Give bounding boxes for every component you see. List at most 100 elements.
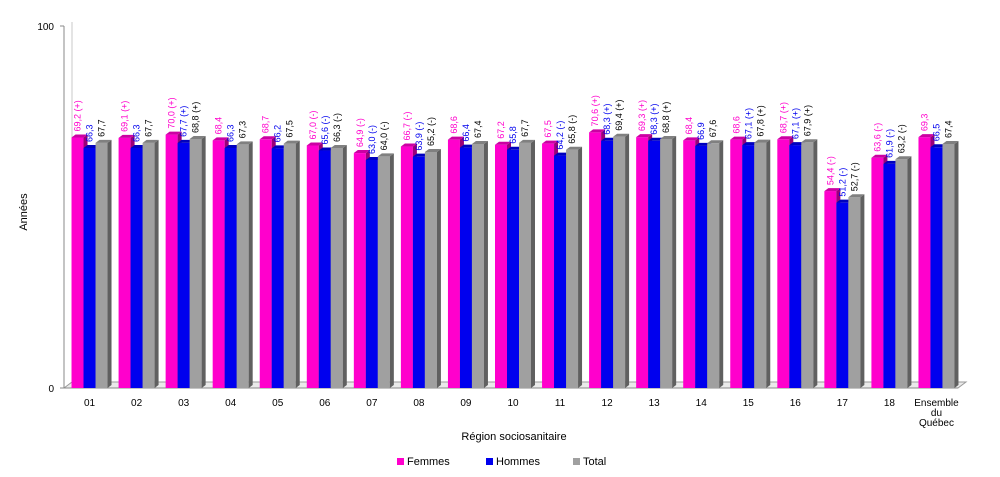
bar-side: [389, 153, 394, 388]
x-tick-label: 14: [696, 398, 708, 409]
bar-hommes: [695, 145, 708, 388]
bar-top: [495, 141, 511, 145]
bar-top: [330, 144, 347, 148]
data-label: 70,6 (+): [590, 95, 600, 126]
data-label: 66,3 (-): [332, 113, 342, 142]
bar-top: [660, 135, 677, 139]
bar-top: [683, 137, 700, 141]
bar-total: [95, 142, 108, 388]
bar-side: [578, 146, 583, 388]
data-label: 68,8 (+): [661, 102, 671, 133]
bar-top: [801, 139, 818, 143]
x-tick-label: 18: [884, 398, 896, 409]
data-label: 67,4: [473, 120, 483, 138]
x-tick-label: 03: [178, 398, 190, 409]
bar-total: [189, 138, 202, 388]
y-tick-label: 0: [48, 384, 54, 395]
legend-swatch: [573, 458, 580, 465]
bar-total: [424, 151, 437, 388]
x-tick-label: 06: [319, 398, 331, 409]
bar-femmes: [495, 144, 507, 388]
bar-top: [471, 141, 488, 145]
data-label: 66,2: [273, 125, 283, 143]
bar-top: [848, 194, 865, 198]
bar-femmes: [165, 134, 178, 388]
data-label: 66,9: [696, 122, 706, 140]
legend: Femmes Hommes Total: [397, 456, 606, 468]
bar-femmes: [683, 140, 696, 388]
bar-femmes: [259, 139, 272, 388]
bar-side: [719, 140, 724, 388]
bar-side: [295, 140, 300, 388]
bar-side: [860, 194, 865, 388]
bar-hommes: [742, 145, 755, 388]
bar-hommes: [601, 140, 614, 388]
bar-total: [142, 142, 155, 388]
bar-side: [954, 141, 959, 388]
legend-swatch: [486, 458, 493, 465]
bar-total: [377, 156, 390, 388]
data-label: 52,7 (-): [849, 162, 859, 191]
legend-label: Total: [583, 456, 606, 468]
data-label: 68,6: [449, 116, 459, 134]
bar-side: [201, 135, 206, 388]
bar-femmes: [824, 191, 837, 388]
bar-femmes: [730, 139, 743, 388]
data-label: 65,6 (-): [320, 116, 330, 145]
data-label: 64,0 (-): [379, 121, 389, 150]
x-tick-label: 10: [507, 398, 519, 409]
bar-top: [754, 139, 771, 143]
bar-top: [589, 129, 606, 133]
bar-top: [918, 134, 935, 138]
bar-hommes: [177, 142, 190, 388]
x-tick-label: 05: [272, 398, 284, 409]
bar-femmes: [871, 157, 884, 388]
bar-femmes: [353, 153, 366, 388]
x-axis-title: Région sociosanitaire: [461, 431, 566, 443]
bar-top: [306, 142, 323, 146]
data-label: 68,7: [261, 116, 271, 134]
bars: [71, 129, 959, 389]
bar-hommes: [930, 147, 943, 388]
bar-total: [566, 149, 579, 388]
data-label: 61,9 (-): [884, 129, 894, 158]
legend-swatch: [397, 458, 404, 465]
data-label: 68,3 (+): [602, 103, 612, 134]
data-label: 67,7 (+): [179, 106, 189, 137]
data-label: 63,6 (-): [872, 123, 882, 152]
bar-top: [118, 134, 135, 138]
data-label: 67,8 (+): [755, 105, 765, 136]
bar-top: [71, 134, 88, 138]
data-label: 70,0 (+): [167, 97, 177, 128]
value-labels: 69,2 (+)66,3 67,7 69,1 (+)66,3 67,7 70,0 (+)…: [73, 95, 954, 197]
data-label: 67,1 (+): [743, 108, 753, 139]
bar-top: [871, 154, 888, 158]
legend-label: Femmes: [407, 456, 450, 468]
data-label: 67,5: [543, 120, 553, 138]
bar-side: [483, 141, 488, 388]
bar-side: [107, 139, 112, 388]
data-label: 65,8: [508, 126, 518, 144]
bar-hommes: [412, 156, 425, 388]
bar-total: [801, 142, 814, 388]
bar-femmes: [71, 137, 84, 388]
x-tick-label: 11: [555, 398, 566, 409]
bar-total: [942, 144, 955, 388]
bar-hommes: [554, 155, 567, 388]
bar-femmes: [542, 143, 555, 388]
bar-total: [283, 143, 296, 388]
bar-top: [189, 135, 206, 139]
bar-side: [531, 139, 535, 388]
bar-total: [613, 136, 626, 388]
data-label: 67,4: [943, 120, 953, 138]
data-label: 66,3: [132, 124, 142, 142]
bar-top: [613, 133, 630, 137]
bar-top: [283, 140, 300, 144]
data-label: 64,9 (-): [355, 118, 365, 147]
data-label: 66,5: [931, 124, 941, 142]
bar-hommes: [883, 163, 896, 388]
data-label: 68,3 (+): [649, 103, 659, 134]
x-tick-label: 13: [649, 398, 661, 409]
x-tick-label: 17: [837, 398, 849, 409]
